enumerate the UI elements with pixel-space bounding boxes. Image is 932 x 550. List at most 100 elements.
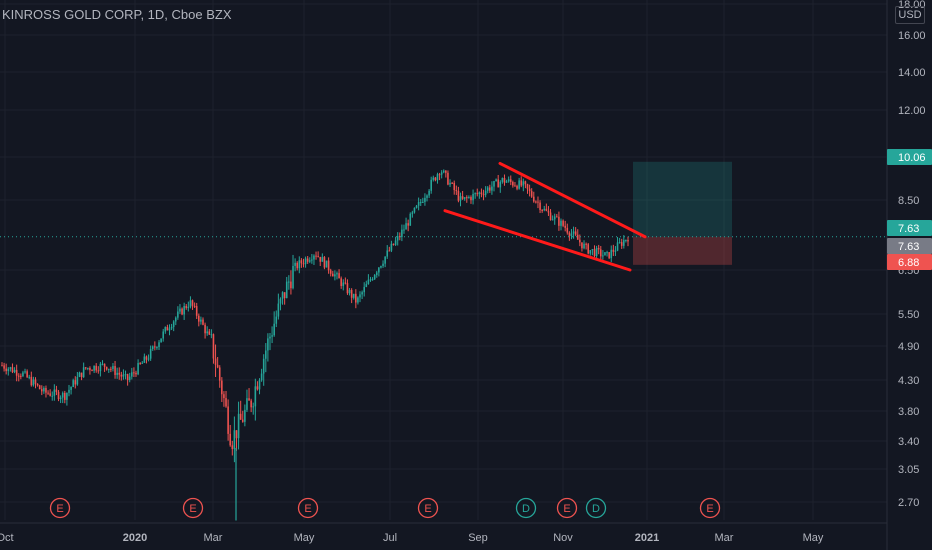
y-tick-label: 3.40 <box>898 436 919 448</box>
candle-body <box>625 239 627 241</box>
candle-body <box>221 380 223 395</box>
candle-body <box>597 247 600 250</box>
candle-body <box>537 201 539 203</box>
y-tick-label: 2.70 <box>898 497 919 509</box>
candle-body <box>59 397 62 400</box>
candle-body <box>202 319 204 325</box>
candle-body <box>447 172 449 185</box>
candle-body <box>237 413 240 439</box>
event-marker <box>297 497 319 519</box>
candle-body <box>371 279 374 281</box>
price-tag-label: 6.88 <box>898 257 919 269</box>
candle-body <box>298 260 301 269</box>
candle-body <box>82 367 85 378</box>
candle-body <box>304 258 307 265</box>
candle-body <box>191 300 194 306</box>
y-tick-label: 8.50 <box>898 195 919 207</box>
candle-body <box>179 308 181 312</box>
candle-body <box>526 184 529 189</box>
candle-body <box>589 250 592 254</box>
candle-body <box>455 190 458 192</box>
candle-body <box>288 281 290 283</box>
candle-body <box>610 249 613 259</box>
candle-body <box>547 210 550 213</box>
candle-body <box>1 365 3 367</box>
candle-body <box>313 255 315 260</box>
candle-body <box>367 279 370 285</box>
x-tick-label: 2020 <box>123 532 147 544</box>
price-tag-label: 7.63 <box>898 223 919 235</box>
candle-body <box>384 256 386 264</box>
candle-body <box>231 445 234 450</box>
candle-body <box>131 372 133 377</box>
candle-body <box>26 371 28 378</box>
candle-body <box>290 281 292 289</box>
candle-body <box>401 229 403 237</box>
candle-body <box>505 181 508 183</box>
candle-body <box>151 346 154 349</box>
event-marker-label: E <box>563 503 570 515</box>
price-tag <box>887 238 932 254</box>
candle-body <box>294 262 296 266</box>
candle-body <box>549 212 552 220</box>
candle-body <box>204 324 206 334</box>
candle-body <box>185 306 188 308</box>
candle-body <box>172 321 175 327</box>
candle-body <box>246 398 248 410</box>
event-marker-label: E <box>56 503 63 515</box>
candle-body <box>442 170 445 173</box>
candle-body <box>470 197 472 201</box>
candle-body <box>602 255 604 257</box>
candle-body <box>30 376 33 386</box>
candle-body <box>606 252 608 254</box>
candle-body <box>392 243 395 245</box>
x-tick-label: Mar <box>204 532 223 544</box>
candle-body <box>489 187 491 191</box>
candle-body <box>382 263 384 267</box>
candle-body <box>166 326 169 331</box>
candle-body <box>512 181 514 186</box>
candle-body <box>122 374 125 377</box>
candle-body <box>124 374 127 376</box>
candle-body <box>585 243 587 245</box>
position-profit-zone <box>633 161 732 237</box>
candle-body <box>520 180 523 186</box>
candle-body <box>357 297 359 303</box>
currency-button[interactable]: USD <box>895 6 925 24</box>
candle-body <box>574 231 577 235</box>
candle-body <box>317 256 319 258</box>
candle-body <box>283 292 286 298</box>
candle-body <box>438 174 441 176</box>
candle-body <box>581 242 583 249</box>
candle-body <box>591 249 594 251</box>
x-tick-label: Nov <box>553 532 573 544</box>
y-tick-label: 4.30 <box>898 375 919 387</box>
candle-body <box>34 379 37 384</box>
candle-body <box>593 249 596 257</box>
candle-body <box>576 234 579 240</box>
candle-body <box>110 368 112 370</box>
candle-body <box>543 208 546 211</box>
candle-body <box>200 319 202 322</box>
candle-body <box>300 260 303 264</box>
candle-body <box>269 336 271 339</box>
candle-body <box>583 243 585 249</box>
candle-body <box>275 316 278 324</box>
candle-body <box>72 380 74 387</box>
candle-body <box>193 305 196 307</box>
candle-body <box>532 196 535 202</box>
candle-body <box>572 231 575 234</box>
candle-body <box>13 369 16 373</box>
candle-body <box>518 180 520 189</box>
candle-body <box>608 252 610 259</box>
candle-body <box>355 293 357 303</box>
candle-body <box>53 389 56 396</box>
candle-body <box>273 323 275 336</box>
candle-body <box>352 293 355 298</box>
price-tag <box>887 149 932 165</box>
candle-body <box>49 393 51 396</box>
candle-body <box>340 278 342 286</box>
candle-body <box>296 262 299 269</box>
